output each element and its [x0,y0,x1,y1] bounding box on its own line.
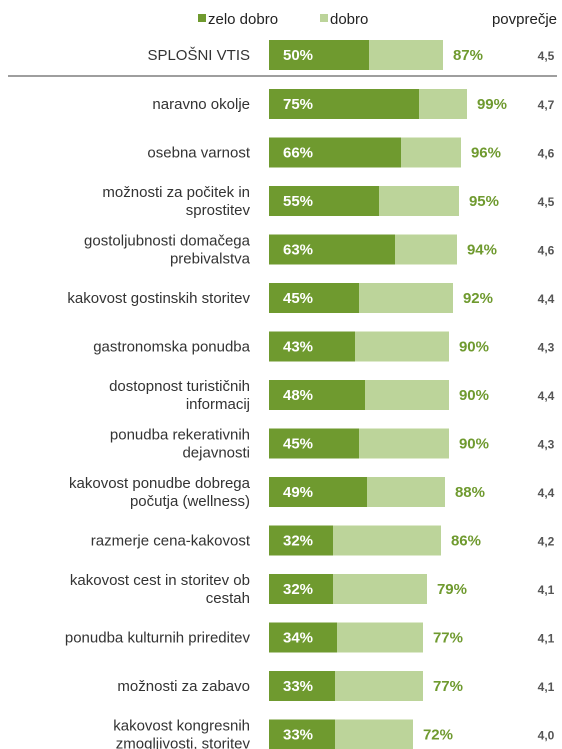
category-label-row-9: kakovost ponudbe dobrega počutja (wellnes… [69,475,251,510]
value-label-zelo-dobro-row-3: 55% [283,193,313,210]
bar-zelo-dobro-row-2 [269,137,401,168]
category-label-row-5: kakovost gostinskih storitev [67,290,250,307]
value-label-zelo-dobro-row-12: 34% [283,630,313,647]
average-row-8: 4,3 [538,438,555,452]
average-row-13: 4,1 [538,680,555,694]
average-splosni-vtis: 4,5 [538,49,555,63]
value-label-zelo-dobro-row-6: 43% [283,339,313,356]
value-label-total-row-14: 72% [423,727,453,744]
value-label-zelo-dobro-row-8: 45% [283,436,313,453]
value-label-total-row-11: 79% [437,581,467,598]
average-row-7: 4,4 [538,389,555,403]
bar-zelo-dobro-row-12 [269,622,337,653]
average-row-2: 4,6 [538,147,555,161]
value-label-zelo-dobro-row-4: 63% [283,242,313,259]
category-label-row-7: dostopnost turističnih informacij [109,378,250,413]
category-label-row-13: možnosti za zabavo [117,678,250,695]
legend-swatch-dobro [320,14,328,22]
bar-zelo-dobro-row-9 [269,477,367,507]
average-row-4: 4,6 [538,244,555,258]
average-row-12: 4,1 [538,632,555,646]
value-label-total-row-2: 96% [471,145,501,162]
category-label-row-8: ponudba rekerativnih dejavnosti [110,427,250,462]
bar-zelo-dobro-row-10 [269,525,333,556]
bar-zelo-dobro-row-13 [269,671,335,701]
category-label-row-4: gostoljubnosti domačega prebivalstva [84,233,251,268]
bars: 50% 87% 4,5 SPLOŠNI VTIS 75% 99% 4,7 naravno ok… [65,40,555,749]
value-label-total-row-9: 88% [455,484,485,501]
category-label-row-3: možnosti za počitek in sprostitev [102,184,250,219]
legend-label-zelo-dobro: zelo dobro [208,11,278,28]
average-row-3: 4,5 [538,195,555,209]
bar-zelo-dobro-row-11 [269,574,333,604]
bar-zelo-dobro-row-8 [269,428,359,459]
value-label-zelo-dobro-row-7: 48% [283,387,313,404]
average-row-5: 4,4 [538,292,555,306]
value-label-zelo-dobro-row-14: 33% [283,727,313,744]
value-label-total-row-3: 95% [469,193,499,210]
category-label-row-10: razmerje cena-kakovost [91,533,251,550]
bar-zelo-dobro-row-4 [269,234,395,265]
average-header: povprečje [492,11,557,28]
category-label-splosni-vtis: SPLOŠNI VTIS [147,47,250,64]
value-label-zelo-dobro-row-5: 45% [283,290,313,307]
value-label-total-row-12: 77% [433,630,463,647]
bar-zelo-dobro-row-3 [269,186,379,216]
category-label-row-11: kakovost cest in storitev ob cestah [70,572,250,607]
average-row-9: 4,4 [538,486,555,500]
average-row-1: 4,7 [538,98,555,112]
legend-label-dobro: dobro [330,11,368,28]
average-row-11: 4,1 [538,583,555,597]
category-label-row-6: gastronomska ponudba [93,339,250,356]
category-label-row-12: ponudba kulturnih prireditev [65,630,251,647]
value-label-total-row-5: 92% [463,290,493,307]
bar-zelo-dobro-row-6 [269,331,355,362]
bar-zelo-dobro-row-5 [269,283,359,313]
value-label-total-row-6: 90% [459,339,489,356]
value-label-zelo-dobro-row-10: 32% [283,533,313,550]
legend: zelo dobro dobro povprečje [198,11,557,28]
bar-zelo-dobro-row-7 [269,380,365,410]
value-label-total-row-10: 86% [451,533,481,550]
bar-zelo-dobro-splosni-vtis [269,40,369,70]
value-label-zelo-dobro-row-1: 75% [283,96,313,113]
value-label-total-row-7: 90% [459,387,489,404]
average-row-14: 4,0 [538,729,555,743]
value-label-zelo-dobro-row-13: 33% [283,678,313,695]
value-label-zelo-dobro-row-2: 66% [283,145,313,162]
value-label-total-row-13: 77% [433,678,463,695]
average-row-10: 4,2 [538,535,555,549]
category-label-row-14: kakovost kongresnih zmogljivosti, storite… [113,718,250,749]
value-label-total-splosni-vtis: 87% [453,47,483,64]
value-label-zelo-dobro-row-11: 32% [283,581,313,598]
category-label-row-1: naravno okolje [152,96,250,113]
value-label-zelo-dobro-row-9: 49% [283,484,313,501]
bar-zelo-dobro-row-1 [269,89,419,119]
value-label-zelo-dobro-splosni-vtis: 50% [283,47,313,64]
bar-zelo-dobro-row-14 [269,719,335,749]
legend-swatch-zelo-dobro [198,14,206,22]
value-label-total-row-8: 90% [459,436,489,453]
average-row-6: 4,3 [538,341,555,355]
value-label-total-row-1: 99% [477,96,507,113]
category-label-row-2: osebna varnost [147,145,250,162]
value-label-total-row-4: 94% [467,242,497,259]
